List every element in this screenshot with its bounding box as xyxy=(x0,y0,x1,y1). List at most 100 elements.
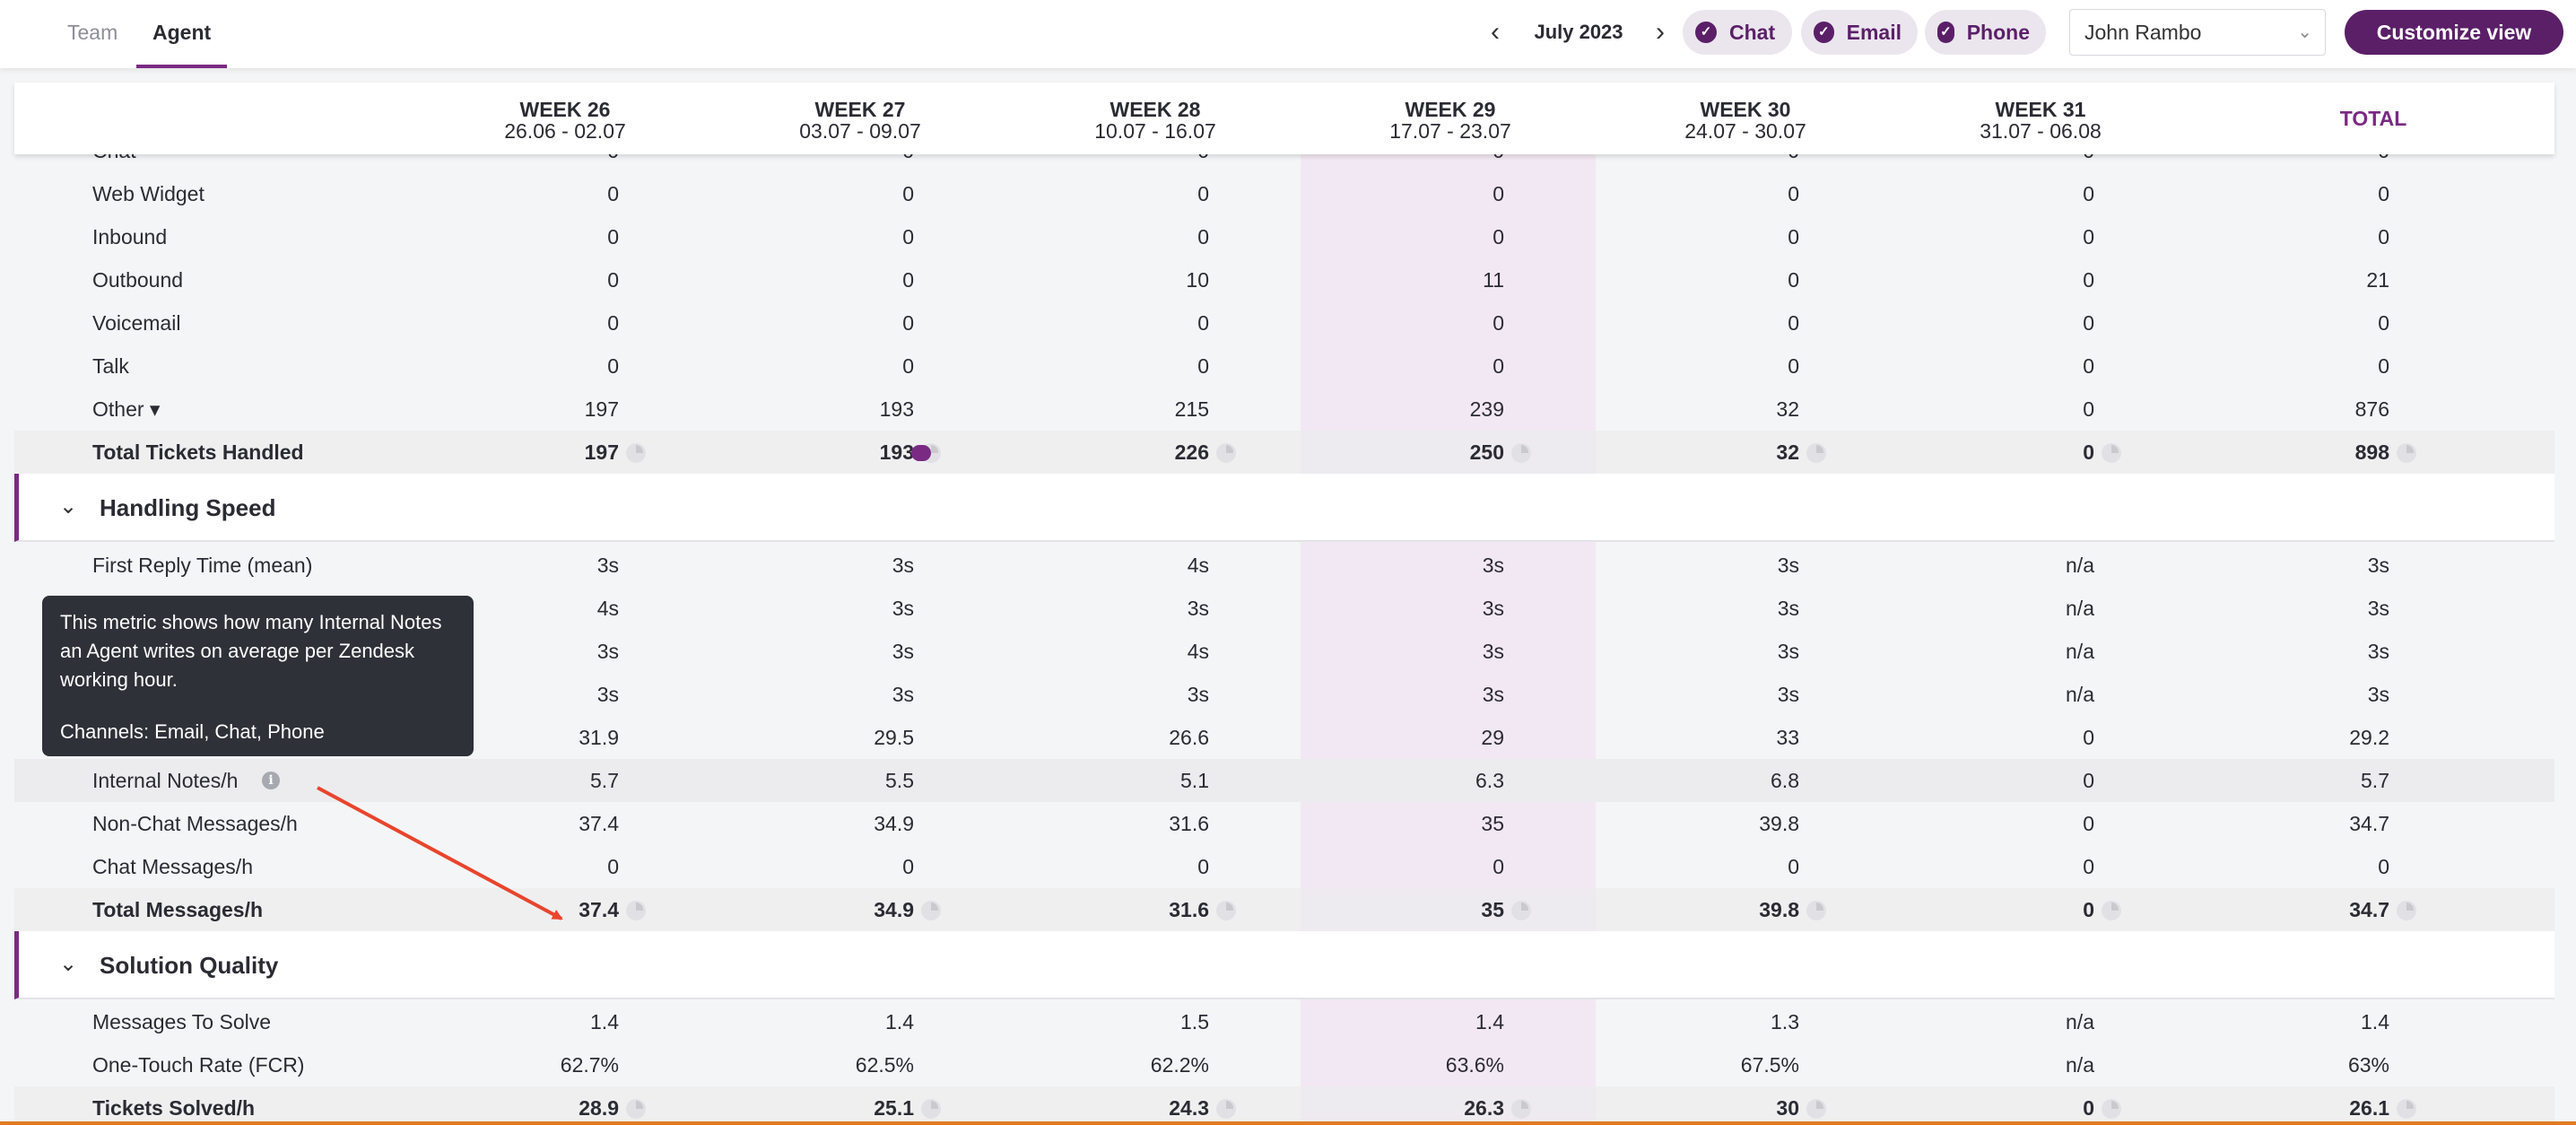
tab-team[interactable]: Team xyxy=(67,21,118,44)
cell-value: 0 xyxy=(1951,388,2094,431)
cell-value: 197 xyxy=(502,431,646,474)
pie-chart-icon[interactable] xyxy=(2397,1099,2416,1119)
pie-chart-icon[interactable] xyxy=(1511,1099,1531,1119)
cell-text: 34.7 xyxy=(2349,812,2389,835)
cell-text: 35 xyxy=(1481,898,1504,921)
tooltip-text: an Agent writes on average per Zendesk xyxy=(60,640,415,662)
cell-text: 3s xyxy=(2367,554,2389,577)
pie-chart-icon[interactable] xyxy=(1216,443,1236,463)
cell-value: 3s xyxy=(1066,587,1209,630)
chevron-down-icon[interactable]: ⌄ xyxy=(58,952,78,976)
section-header[interactable]: ⌄ Handling Speed xyxy=(14,474,2554,542)
cell-text: 3s xyxy=(892,640,914,663)
cell-text: 33 xyxy=(1776,726,1799,749)
cell-value: 3s xyxy=(1066,673,1209,716)
cell-value: 0 xyxy=(1951,301,2094,344)
cell-value: 0 xyxy=(1951,215,2094,258)
cell-text: 0 xyxy=(2083,812,2094,835)
chat-filter-chip[interactable]: ✓ Chat xyxy=(1683,10,1792,55)
cell-text: 3s xyxy=(1482,554,1504,577)
pie-chart-icon[interactable] xyxy=(1216,901,1236,920)
pie-chart-icon[interactable] xyxy=(626,443,646,463)
cell-value: 35 xyxy=(1388,888,1531,931)
cell-text: 0 xyxy=(2083,855,2094,878)
agent-select[interactable]: John Rambo ⌄ xyxy=(2069,9,2326,56)
cell-text: 5.7 xyxy=(2361,769,2389,792)
cell-text: 193 xyxy=(879,440,914,464)
cell-value: 3s xyxy=(1361,630,1504,673)
pie-chart-icon[interactable] xyxy=(921,901,941,920)
cell-value: 62.7% xyxy=(475,1043,619,1086)
info-icon[interactable]: i xyxy=(262,772,280,789)
check-icon: ✓ xyxy=(1937,22,1954,43)
column-header: WEEK 30 24.07 - 30.07 xyxy=(1684,98,1806,143)
cell-value: 3s xyxy=(770,630,914,673)
previous-month-icon[interactable]: ‹ xyxy=(1491,17,1500,47)
pie-chart-icon[interactable] xyxy=(1806,443,1826,463)
cell-text: 0 xyxy=(902,855,914,878)
cell-value: 0 xyxy=(1361,215,1504,258)
cell-value: 3s xyxy=(1361,673,1504,716)
cell-text: 32 xyxy=(1776,440,1799,464)
cell-text: 31.6 xyxy=(1169,898,1209,921)
pie-chart-icon[interactable] xyxy=(2397,443,2416,463)
pie-chart-icon[interactable] xyxy=(921,1099,941,1119)
cell-text: 3s xyxy=(1482,640,1504,663)
cell-text: n/a xyxy=(2066,1053,2094,1077)
cell-text: 5.7 xyxy=(590,769,619,792)
pie-chart-icon[interactable] xyxy=(1806,1099,1826,1119)
cell-text: 3s xyxy=(1777,640,1799,663)
cell-text: n/a xyxy=(2066,1010,2094,1033)
cell-value: 0 xyxy=(1656,215,1799,258)
cell-text: 0 xyxy=(607,225,619,249)
pie-chart-icon[interactable] xyxy=(1511,901,1531,920)
cell-value: 0 xyxy=(770,172,914,215)
pie-chart-icon[interactable] xyxy=(626,901,646,920)
pie-chart-icon[interactable] xyxy=(626,1099,646,1119)
cell-text: 0 xyxy=(2378,311,2389,335)
comment-icon[interactable] xyxy=(911,445,931,461)
cell-text: 0 xyxy=(902,182,914,205)
cell-text: 3s xyxy=(596,640,619,663)
chevron-down-icon[interactable]: ⌄ xyxy=(58,494,78,519)
cell-value: 197 xyxy=(475,388,619,431)
pie-chart-icon[interactable] xyxy=(2102,1099,2121,1119)
cell-text: 3s xyxy=(1482,597,1504,620)
cell-value: 0 xyxy=(1978,888,2121,931)
cell-text: 34.9 xyxy=(874,898,914,921)
phone-filter-chip[interactable]: ✓ Phone xyxy=(1925,10,2046,55)
pie-chart-icon[interactable] xyxy=(2397,901,2416,920)
pie-chart-icon[interactable] xyxy=(1216,1099,1236,1119)
pie-chart-icon[interactable] xyxy=(1511,443,1531,463)
cell-text: 0 xyxy=(607,855,619,878)
cell-text: 67.5% xyxy=(1740,1053,1799,1077)
pie-chart-icon[interactable] xyxy=(2102,901,2121,920)
table-row: Outbound 0 0 10 11 0 0 21 xyxy=(14,258,2554,301)
email-filter-chip[interactable]: ✓ Email xyxy=(1801,10,1918,55)
cell-text: 0 xyxy=(607,268,619,292)
metrics-table: WEEK 26 26.06 - 02.07 WEEK 27 03.07 - 09.0… xyxy=(14,0,2554,1125)
pie-chart-icon[interactable] xyxy=(1806,901,1826,920)
row-label: Other ▾ xyxy=(92,397,161,421)
tab-agent[interactable]: Agent xyxy=(136,0,228,68)
cell-text: 0 xyxy=(2378,855,2389,878)
cell-text: 3s xyxy=(2367,640,2389,663)
cell-value: 3s xyxy=(1656,544,1799,587)
cell-text: 1.3 xyxy=(1771,1010,1799,1033)
next-month-icon[interactable]: › xyxy=(1656,17,1665,47)
cell-text: 39.8 xyxy=(1759,812,1799,835)
cell-text: 0 xyxy=(1788,225,1799,249)
cell-value: 5.7 xyxy=(475,759,619,802)
cell-value: 3s xyxy=(475,544,619,587)
cell-value: 1.4 xyxy=(1361,1000,1504,1043)
pie-chart-icon[interactable] xyxy=(2102,443,2121,463)
cell-text: 0 xyxy=(2083,354,2094,378)
cell-value: 0 xyxy=(475,258,619,301)
cell-value: 3s xyxy=(2246,630,2389,673)
customize-view-button[interactable]: Customize view xyxy=(2345,10,2563,55)
row-label: Outbound xyxy=(92,268,184,292)
cell-value: 0 xyxy=(1951,258,2094,301)
section-header[interactable]: ⌄ Solution Quality xyxy=(14,931,2554,999)
column-header: WEEK 29 17.07 - 23.07 xyxy=(1389,98,1511,143)
cell-value: 25.1 xyxy=(797,1086,941,1125)
